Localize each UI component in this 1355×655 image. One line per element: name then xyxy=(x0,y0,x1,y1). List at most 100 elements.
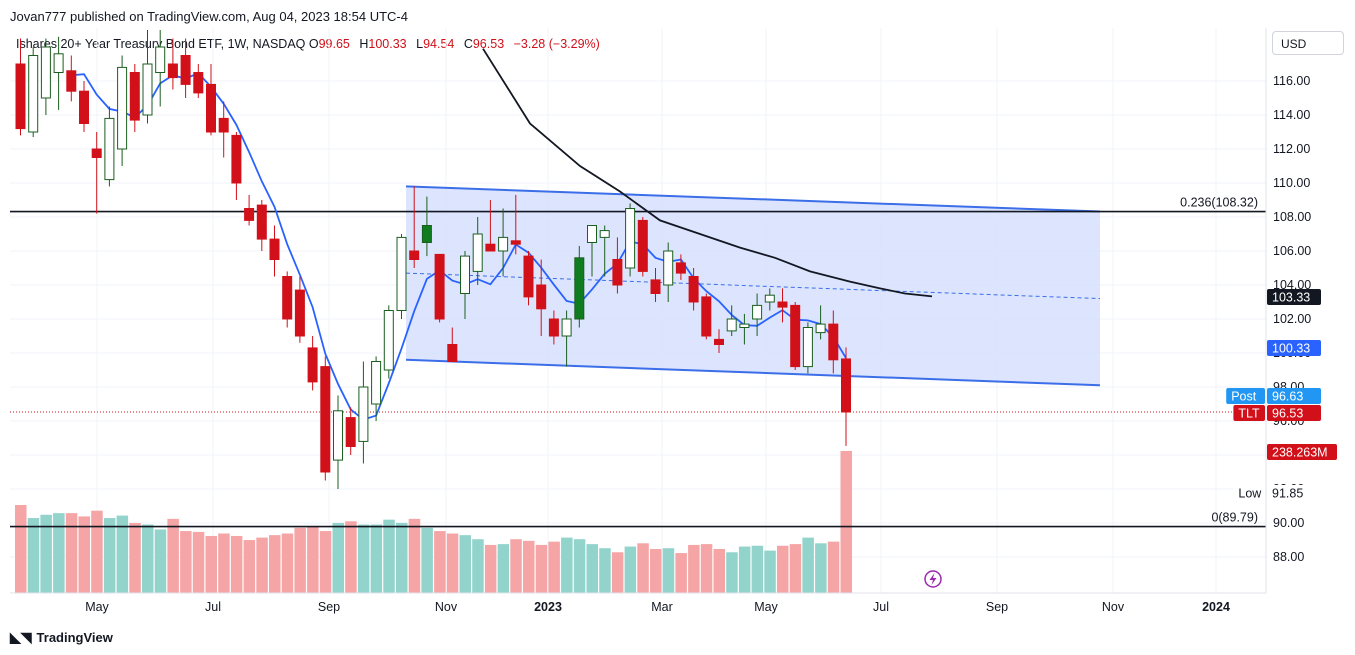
price-badge-value: 238.263M xyxy=(1272,446,1328,460)
candle-body xyxy=(561,318,572,337)
candle-body xyxy=(472,233,483,272)
volume-bar xyxy=(180,531,192,593)
currency-selector[interactable]: USD xyxy=(1272,31,1344,55)
candle-body xyxy=(256,204,267,240)
fib-label: 0(89.79) xyxy=(1211,511,1258,525)
volume-bar xyxy=(332,522,344,593)
price-badge-tag xyxy=(1233,485,1265,501)
candle-body xyxy=(117,66,128,150)
candle-body xyxy=(701,296,712,337)
candle-body xyxy=(790,304,801,368)
volume-bar xyxy=(446,533,459,593)
candle-body xyxy=(828,323,839,361)
candle-body xyxy=(574,257,585,320)
y-tick-label: 104.00 xyxy=(1273,278,1311,292)
y-tick-label: 116.00 xyxy=(1273,74,1310,88)
x-tick-label: Nov xyxy=(435,600,458,614)
price-badge xyxy=(1267,405,1321,421)
channel-bottom-line xyxy=(405,358,1101,387)
volume-bar xyxy=(586,544,598,593)
y-tick-label: 106.00 xyxy=(1273,244,1311,258)
lightning-icon-glyph xyxy=(929,573,937,585)
candle-body xyxy=(269,238,280,261)
fib-label: 0.236(108.32) xyxy=(1180,196,1258,210)
volume-bar xyxy=(650,549,662,593)
candle-body xyxy=(663,250,674,286)
channel-fill xyxy=(406,186,1100,386)
channel-mid-line xyxy=(405,272,1101,300)
y-tick-label: 102.00 xyxy=(1273,312,1311,326)
candle-body xyxy=(726,318,737,332)
candle-body xyxy=(714,338,724,345)
candle-body xyxy=(294,289,305,337)
candle-body xyxy=(383,310,394,371)
y-tick-label: 112.00 xyxy=(1273,142,1310,156)
candle-body xyxy=(841,358,851,413)
volume-bar xyxy=(230,535,243,593)
candle-body xyxy=(498,236,509,252)
candle-body xyxy=(218,117,229,133)
volume-bar xyxy=(611,552,624,593)
candle-body xyxy=(28,55,39,133)
price-badge-tag-text: TLT xyxy=(1238,407,1260,421)
plot-area xyxy=(10,28,1266,593)
candle-body xyxy=(167,63,178,79)
volume-bar xyxy=(827,541,840,593)
candle-body xyxy=(409,250,420,260)
volume-bar xyxy=(218,533,230,593)
volume-bar xyxy=(256,537,268,593)
x-tick-label: 2023 xyxy=(534,600,562,614)
volume-bar xyxy=(497,544,510,593)
candle-body xyxy=(40,46,51,99)
volume-bar xyxy=(561,537,573,593)
candle-body xyxy=(345,417,356,448)
high-value: 100.33 xyxy=(368,37,407,51)
candle-body xyxy=(510,240,521,245)
candle-body xyxy=(421,225,432,243)
symbol-legend: Ishares 20+ Year Treasury Bond ETF, 1W, … xyxy=(16,37,600,51)
candles xyxy=(15,30,851,489)
x-tick-label: May xyxy=(85,600,109,614)
x-tick-label: Jul xyxy=(873,600,889,614)
x-tick-label: 2024 xyxy=(1202,600,1230,614)
y-tick-label: 88.00 xyxy=(1273,550,1304,564)
volume-bar xyxy=(434,531,446,593)
high-label: H xyxy=(359,37,369,51)
candle-body xyxy=(282,276,293,320)
volume-bar xyxy=(383,519,395,593)
candle-body xyxy=(396,236,407,311)
volume-bar xyxy=(662,548,675,593)
candle-body xyxy=(460,255,470,295)
change-value: −3.28 (−3.29%) xyxy=(513,37,600,51)
candle-body xyxy=(244,208,255,221)
candle-body xyxy=(625,208,636,269)
candle-body xyxy=(587,225,597,243)
price-badge-tag-text: Low xyxy=(1238,487,1262,501)
candle-body xyxy=(53,53,64,73)
x-tick-label: Jul xyxy=(205,600,221,614)
volume-bar xyxy=(357,524,370,593)
volume-bar xyxy=(142,524,154,593)
volume-bar xyxy=(764,550,776,593)
volume-bar xyxy=(65,513,78,593)
volume-bar xyxy=(599,548,611,593)
candle-body xyxy=(371,361,382,405)
volume-bar xyxy=(91,510,103,593)
lightning-icon[interactable] xyxy=(924,570,942,588)
price-badge xyxy=(1267,444,1337,460)
volume-bar xyxy=(789,544,802,593)
price-badge-tag xyxy=(1226,388,1265,404)
volume-bar xyxy=(548,541,560,593)
close-label: C xyxy=(463,37,473,51)
tradingview-branding[interactable]: ◣◥ TradingView xyxy=(10,629,113,646)
open-value: 99.65 xyxy=(318,37,350,51)
volume-bar xyxy=(700,544,713,593)
candle-body xyxy=(739,323,750,329)
volume-bar xyxy=(573,539,586,593)
price-badge-tag xyxy=(1233,405,1265,421)
candle-body xyxy=(815,323,826,334)
volume-bar xyxy=(484,544,497,593)
volume-bar xyxy=(116,515,129,593)
volume-bar xyxy=(53,513,65,593)
